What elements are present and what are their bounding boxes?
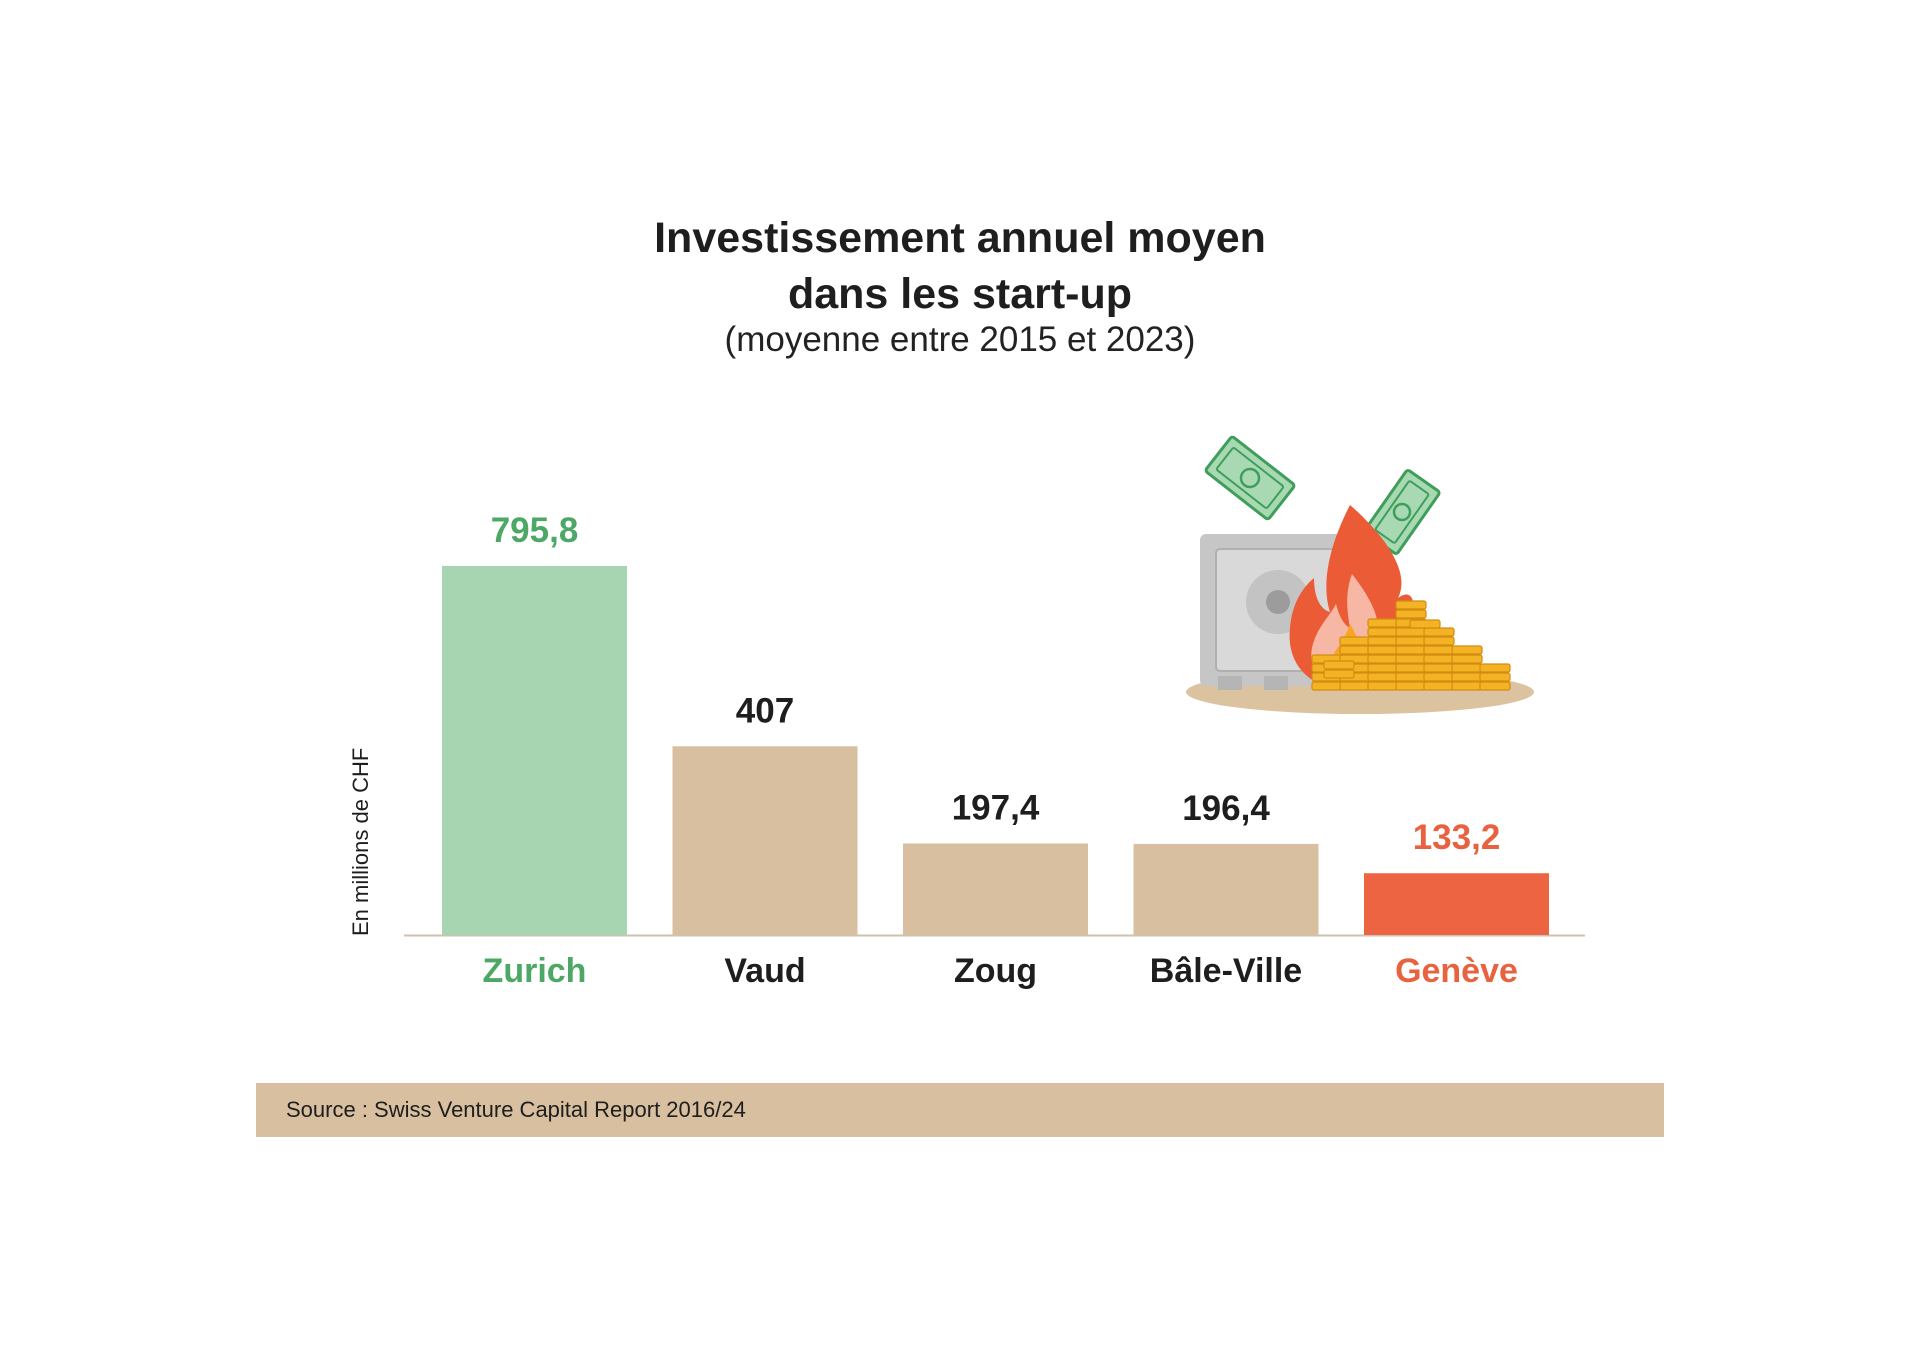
chart-title-line-2: dans les start-up: [787, 270, 1133, 318]
bar-zoug: [903, 843, 1088, 935]
category-label-zoug: Zoug: [954, 952, 1037, 990]
safe-fire-money-illustration-icon: [1186, 435, 1534, 714]
chart-title: Investissement annuel moyen dans les sta…: [0, 210, 1920, 322]
y-axis-label: En millions de CHF: [348, 748, 373, 936]
value-label-vaud: 407: [736, 691, 794, 730]
value-label-bale-ville: 196,4: [1182, 789, 1270, 828]
banknote-icon: [1204, 435, 1296, 521]
chart-title-line-1: Investissement annuel moyen: [654, 214, 1266, 262]
category-label-geneve: Genève: [1395, 952, 1518, 990]
category-label-zurich: Zurich: [483, 952, 587, 990]
bar-vaud: [672, 746, 858, 935]
banknote-icon: [1363, 469, 1441, 555]
category-label-bale-ville: Bâle-Ville: [1150, 952, 1302, 990]
chart-subtitle: (moyenne entre 2015 et 2023): [724, 320, 1196, 359]
category-label-vaud: Vaud: [724, 952, 805, 990]
source-bar: Source : Swiss Venture Capital Report 20…: [256, 1083, 1664, 1137]
bar-bale-ville: [1133, 843, 1319, 935]
value-label-zoug: 197,4: [952, 788, 1040, 827]
bar-geneve: [1364, 873, 1549, 935]
bar-zurich: [442, 566, 627, 935]
gold-coins-icon: [1311, 600, 1511, 691]
value-label-geneve: 133,2: [1413, 818, 1501, 857]
source-text: Source : Swiss Venture Capital Report 20…: [286, 1097, 746, 1122]
value-label-zurich: 795,8: [491, 511, 579, 550]
